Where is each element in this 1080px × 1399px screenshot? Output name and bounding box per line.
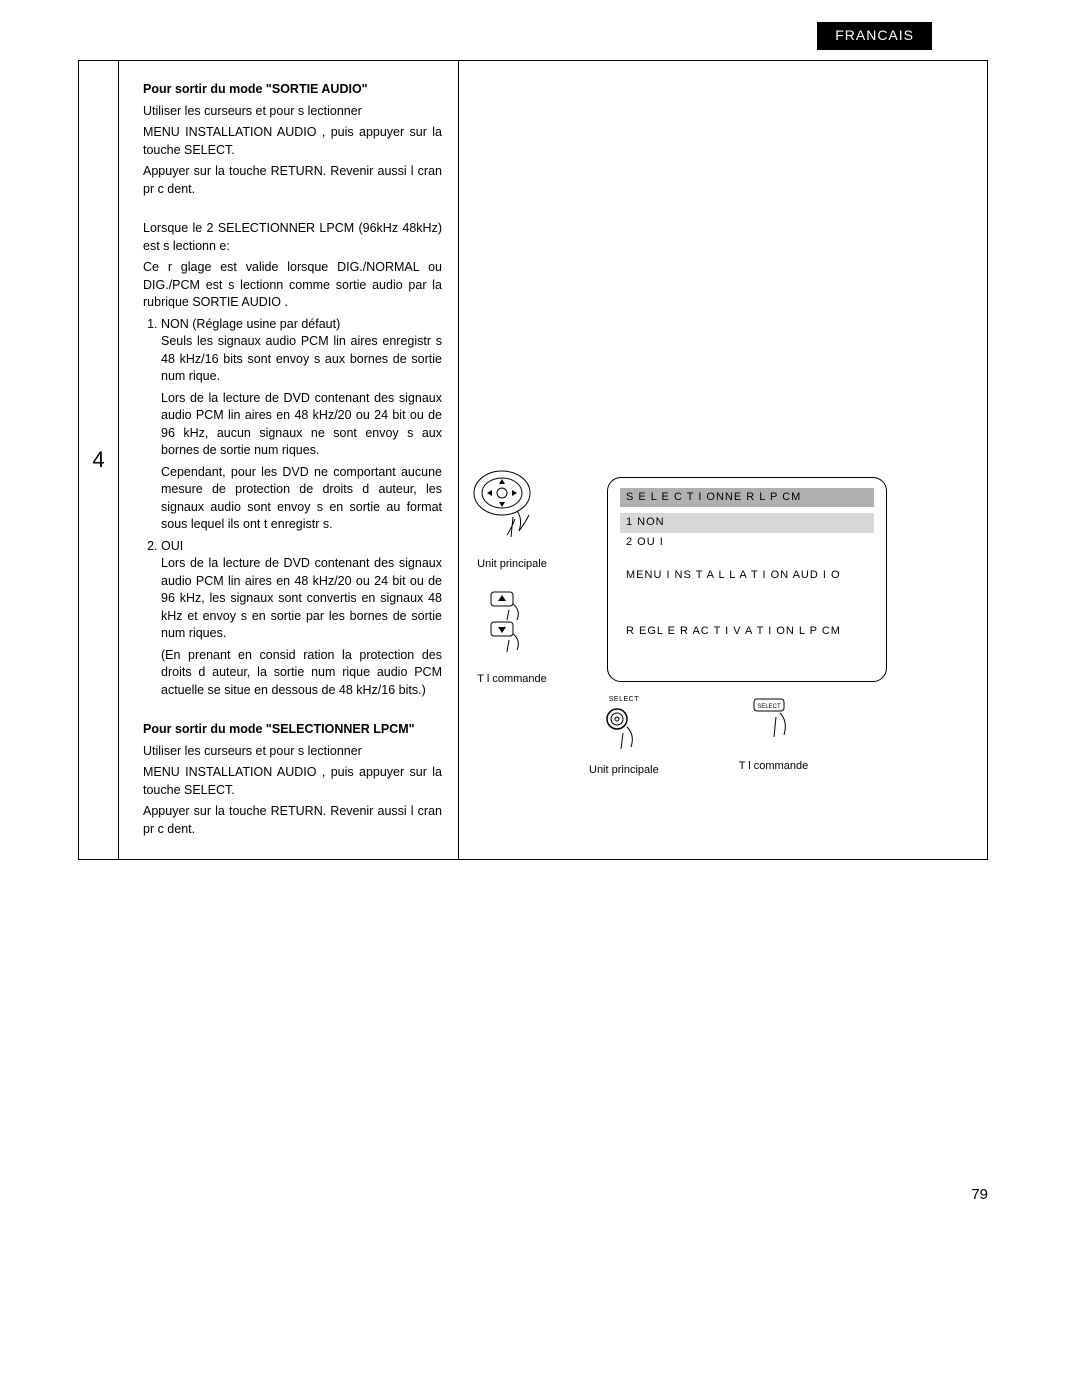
instruction-text-column: Pour sortir du mode "SORTIE AUDIO" Utili… xyxy=(119,61,459,859)
left-controls: Unit principale T l commande xyxy=(467,461,557,702)
main-unit-label-1: Unit principale xyxy=(467,557,557,572)
step-number-column: 4 xyxy=(79,61,119,859)
osd-heading: S E L E C T I ONNE R L P CM xyxy=(620,488,874,507)
language-tab: FRANCAIS xyxy=(817,22,932,50)
option-non-label: NON (Réglage usine par défaut) xyxy=(161,317,340,331)
block3-line3: Appuyer sur la touche RETURN. Revenir au… xyxy=(143,803,442,838)
select-knob-icon xyxy=(599,705,649,755)
main-unit-select: SELECT Unit principale xyxy=(589,695,659,778)
option-oui-p1: Lors de la lecture de DVD contenant des … xyxy=(161,555,442,643)
block1-title: Pour sortir du mode "SORTIE AUDIO" xyxy=(143,81,442,99)
remote-select: SELECT T l commande xyxy=(739,695,809,778)
main-unit-label-2: Unit principale xyxy=(589,763,659,778)
select-label-small-2: SELECT xyxy=(758,704,782,710)
dpad-icon xyxy=(467,461,557,551)
option-oui-label: OUI xyxy=(161,539,183,553)
lpcm-block: Lorsque le 2 SELECTIONNER LPCM (96kHz 48… xyxy=(143,220,442,699)
option-oui-p2: (En prenant en consid ration la protecti… xyxy=(161,647,442,700)
block3-line2: MENU INSTALLATION AUDIO , puis appuyer s… xyxy=(143,764,442,799)
main-unit-dpad: Unit principale xyxy=(467,461,557,572)
block3-line1: Utiliser les curseurs et pour s lectionn… xyxy=(143,743,442,761)
osd-menu-label: MENU I NS T A L L A T I ON AUD I O xyxy=(620,566,874,585)
option-non-p3: Cependant, pour les DVD ne comportant au… xyxy=(161,464,442,534)
block3-title: Pour sortir du mode "SELECTIONNER LPCM" xyxy=(143,721,442,739)
option-non-p1: Seuls les signaux audio PCM lin aires en… xyxy=(161,333,442,386)
option-non-p2: Lors de la lecture de DVD contenant des … xyxy=(161,390,442,460)
option-non: NON (Réglage usine par défaut) Seuls les… xyxy=(161,316,442,534)
remote-updown: T l commande xyxy=(467,586,557,687)
remote-label-1: T l commande xyxy=(467,672,557,687)
block2-intro1: Lorsque le 2 SELECTIONNER LPCM (96kHz 48… xyxy=(143,220,442,255)
select-button-icon: SELECT xyxy=(748,695,798,751)
option-oui: OUI Lors de la lecture de DVD contenant … xyxy=(161,538,442,700)
block1-line3: Appuyer sur la touche RETURN. Revenir au… xyxy=(143,163,442,198)
remote-label-2: T l commande xyxy=(739,759,809,774)
block1-line1: Utiliser les curseurs et pour s lectionn… xyxy=(143,103,442,121)
block1-line2: MENU INSTALLATION AUDIO , puis appuyer s… xyxy=(143,124,442,159)
instruction-box: 4 Pour sortir du mode "SORTIE AUDIO" Uti… xyxy=(78,60,988,860)
select-label-small-1: SELECT xyxy=(589,695,659,705)
exit-block-1: Pour sortir du mode "SORTIE AUDIO" Utili… xyxy=(143,81,442,198)
osd-option-1: 1 NON xyxy=(620,513,874,532)
block2-intro2: Ce r glage est valide lorsque DIG./NORMA… xyxy=(143,259,442,312)
diagram-column: Unit principale T l commande S E L E C xyxy=(459,61,987,859)
step-number: 4 xyxy=(92,445,104,476)
osd-option-2: 2 OU I xyxy=(620,533,874,552)
osd-menu: S E L E C T I ONNE R L P CM 1 NON 2 OU I… xyxy=(607,477,887,682)
bottom-controls: SELECT Unit principale SELECT xyxy=(589,695,808,778)
exit-block-2: Pour sortir du mode "SELECTIONNER LPCM" … xyxy=(143,721,442,838)
page-number: 79 xyxy=(971,1184,988,1205)
osd-bottom-label: R EGL E R AC T I V A T I ON L P CM xyxy=(620,622,874,641)
updown-icon xyxy=(477,586,547,666)
